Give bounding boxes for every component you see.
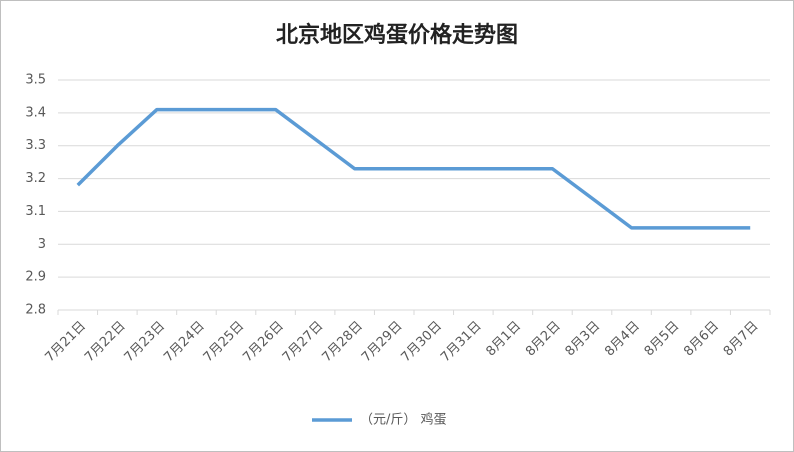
y-tick-label: 3.2 — [25, 171, 46, 186]
y-tick-label: 3.3 — [25, 138, 46, 153]
y-tick-label: 2.9 — [25, 270, 46, 285]
y-tick-label: 2.8 — [25, 303, 46, 318]
y-tick-label: 3 — [38, 237, 46, 252]
y-tick-label: 3.5 — [25, 73, 46, 88]
legend-label: （元/斤） 鸡蛋 — [360, 412, 447, 428]
series-line — [76, 107, 751, 230]
chart-title: 北京地区鸡蛋价格走势图 — [276, 22, 518, 48]
y-tick-label: 3.4 — [25, 105, 46, 120]
y-tick-label: 3.1 — [25, 204, 46, 219]
